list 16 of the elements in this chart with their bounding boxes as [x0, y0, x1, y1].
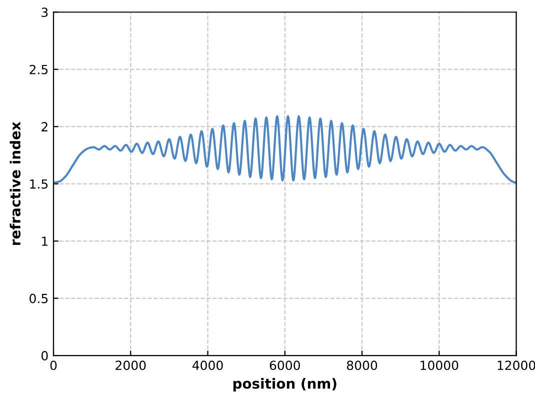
y-tick-label: 2.5	[30, 64, 48, 74]
x-tick-label: 2000	[116, 360, 146, 370]
x-tick-label: 6000	[270, 360, 300, 370]
x-tick-label: 8000	[346, 360, 378, 370]
y-tick-label: 3	[42, 8, 48, 18]
x-tick-label: 4000	[192, 360, 223, 370]
x-tick-label: 0	[50, 360, 57, 370]
y-tick-label: 0.5	[30, 294, 48, 304]
y-tick-label: 0	[42, 350, 48, 360]
x-tick-label: 12000	[498, 360, 535, 370]
x-axis-title: position (nm)	[233, 378, 336, 392]
y-tick-label: 1	[42, 236, 48, 246]
y-tick-label: 2	[42, 122, 48, 132]
y-axis-title: refractive index	[10, 122, 21, 245]
y-tick-label: 1.5	[30, 179, 48, 189]
x-tick-label: 10000	[420, 360, 458, 370]
